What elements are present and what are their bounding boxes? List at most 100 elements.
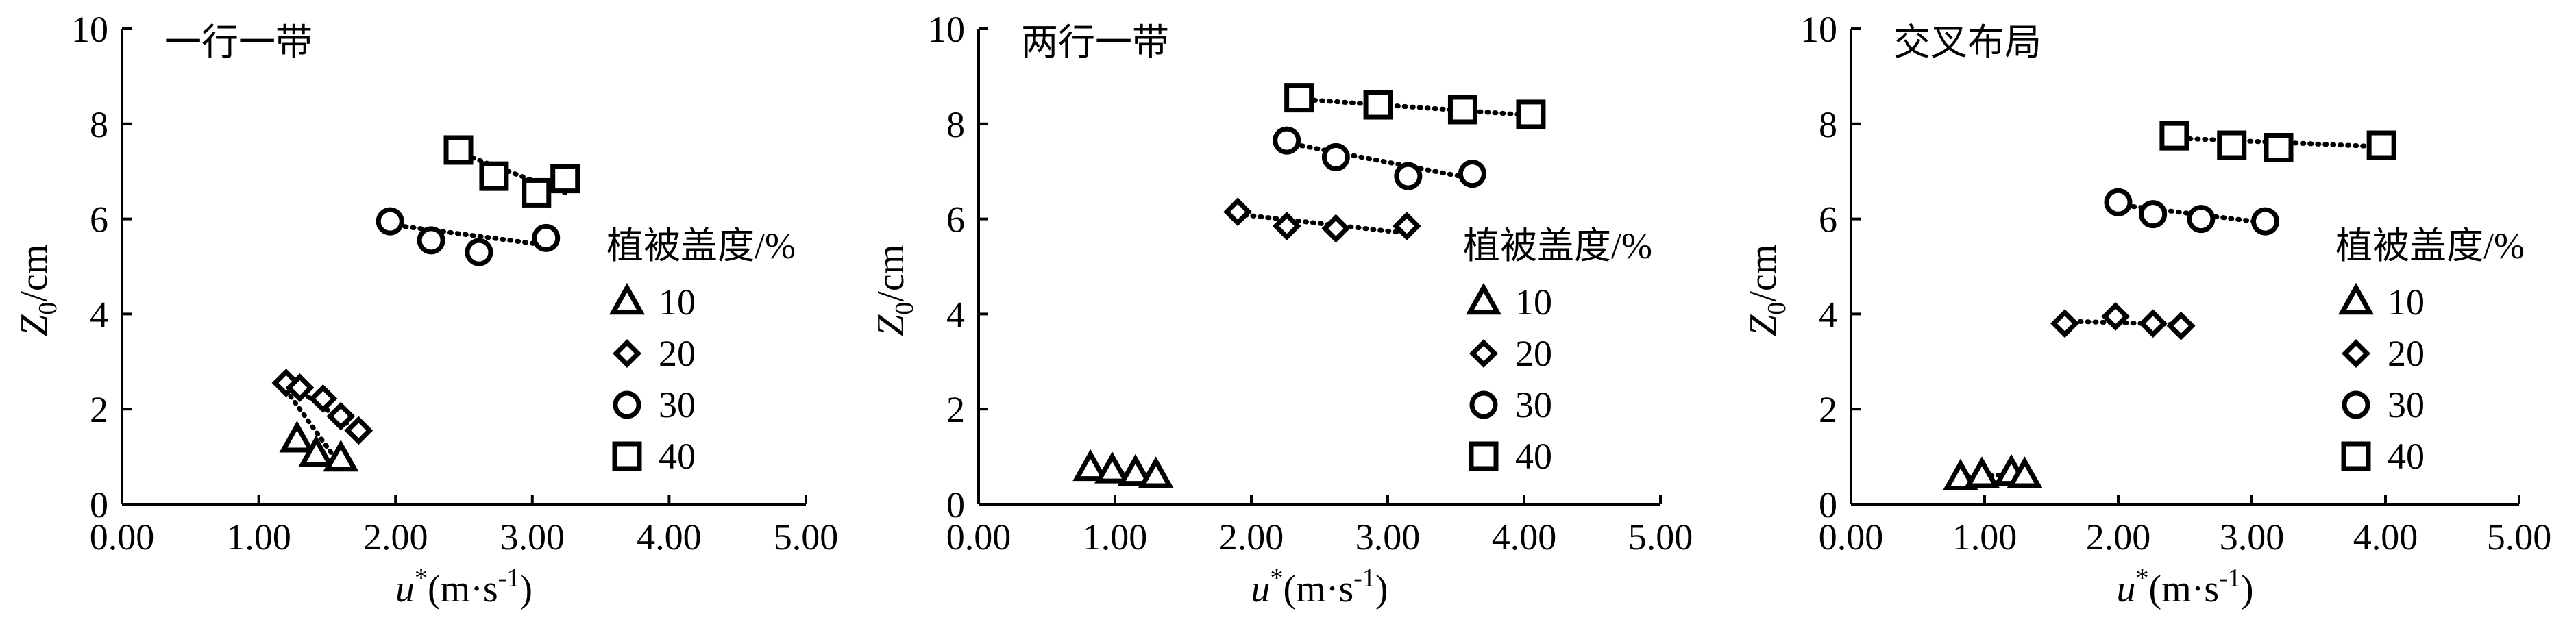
series-20 bbox=[271, 369, 373, 445]
legend-marker-circle bbox=[1469, 390, 1498, 419]
y-tick-label: 0 bbox=[1819, 484, 1837, 525]
data-point-diamond bbox=[1392, 212, 1421, 240]
x-tick-label: 3.00 bbox=[500, 517, 565, 558]
x-axis-label: u*(m·s-1) bbox=[2117, 564, 2254, 610]
series-30 bbox=[2104, 188, 2279, 236]
x-axis-label: u*(m·s-1) bbox=[1251, 564, 1388, 610]
y-tick-label: 6 bbox=[946, 199, 965, 240]
y-tick-label: 6 bbox=[1819, 199, 1837, 240]
data-point-circle bbox=[1458, 160, 1486, 188]
series-40 bbox=[1284, 83, 1546, 129]
data-point-diamond bbox=[1223, 197, 1253, 227]
x-tick-label: 4.00 bbox=[637, 517, 702, 558]
legend-marker-triangle bbox=[2338, 282, 2374, 315]
legend: 植被盖度/% 10 20 30 40 bbox=[2335, 225, 2525, 477]
y-tick-label: 0 bbox=[90, 484, 108, 525]
legend-label: 40 bbox=[2388, 436, 2425, 477]
data-point-diamond bbox=[1272, 212, 1301, 240]
y-tick-label: 10 bbox=[1800, 9, 1837, 50]
legend-title: 植被盖度/% bbox=[1463, 225, 1652, 266]
series-10 bbox=[1942, 453, 2043, 491]
legend-marker-diamond bbox=[613, 339, 641, 368]
y-tick-label: 4 bbox=[1819, 294, 1837, 335]
data-point-square bbox=[479, 161, 509, 191]
legend-label: 40 bbox=[659, 436, 696, 477]
series-40 bbox=[2159, 121, 2396, 162]
data-point-diamond bbox=[344, 416, 373, 445]
legend-marker-square bbox=[2341, 441, 2371, 471]
x-tick-label: 4.00 bbox=[2353, 517, 2418, 558]
legend-label: 20 bbox=[1515, 333, 1552, 374]
data-point-square bbox=[443, 135, 474, 165]
data-point-square bbox=[1516, 99, 1546, 129]
data-point-triangle bbox=[1094, 451, 1130, 484]
data-point-square bbox=[2264, 133, 2294, 162]
x-tick-label: 5.00 bbox=[1628, 517, 1693, 558]
x-tick-label: 3.00 bbox=[1356, 517, 1421, 558]
data-point-circle bbox=[532, 223, 561, 252]
data-point-square bbox=[1363, 90, 1393, 120]
y-tick-label: 2 bbox=[1819, 389, 1837, 430]
legend-label: 30 bbox=[2388, 384, 2425, 425]
panel-title: 一行一带 bbox=[164, 22, 312, 63]
x-tick-label: 0.00 bbox=[946, 517, 1011, 558]
legend-label: 20 bbox=[659, 333, 696, 374]
panel-title: 两行一带 bbox=[1021, 22, 1169, 63]
y-tick-label: 2 bbox=[946, 389, 965, 430]
data-point-circle bbox=[1394, 162, 1423, 190]
y-axis-label: Z0/cm bbox=[1742, 245, 1791, 336]
series-10 bbox=[279, 387, 359, 472]
data-point-triangle bbox=[298, 434, 334, 467]
legend: 植被盖度/% 10 20 30 40 bbox=[1463, 225, 1652, 477]
data-point-circle bbox=[2187, 205, 2216, 234]
data-point-triangle bbox=[279, 421, 315, 453]
legend-label: 40 bbox=[1515, 436, 1552, 477]
x-tick-label: 5.00 bbox=[2487, 517, 2552, 558]
legend-marker-square bbox=[1469, 441, 1499, 471]
data-point-triangle bbox=[1117, 453, 1153, 486]
legend-marker-triangle bbox=[1466, 282, 1501, 315]
data-point-diamond bbox=[326, 401, 356, 431]
data-point-diamond bbox=[1321, 214, 1351, 243]
x-tick-label: 1.00 bbox=[1083, 517, 1148, 558]
series-40 bbox=[443, 135, 580, 208]
trend-line bbox=[1297, 97, 1534, 118]
x-tick-label: 5.00 bbox=[774, 517, 839, 558]
chart-panel-1: 0 2 4 6 8 10 0.00 1.00 2.00 3.00 4.00 5.00 一行一带 Z0/cm… bbox=[13, 9, 838, 610]
x-tick-label: 2.00 bbox=[2086, 517, 2151, 558]
legend-label: 30 bbox=[1515, 384, 1552, 425]
x-tick-label: 3.00 bbox=[2220, 517, 2285, 558]
data-point-square bbox=[2159, 121, 2189, 151]
data-point-triangle bbox=[2007, 456, 2043, 488]
y-tick-label: 8 bbox=[1819, 104, 1837, 145]
series-20 bbox=[2050, 301, 2196, 340]
legend-label: 10 bbox=[659, 282, 696, 323]
chart-panel-2: 0 2 4 6 8 10 0.00 1.00 2.00 3.00 4.00 5.00 两行一带 Z0/cm… bbox=[870, 9, 1693, 610]
y-tick-label: 8 bbox=[90, 104, 108, 145]
legend-marker-circle bbox=[613, 390, 641, 419]
x-tick-label: 2.00 bbox=[363, 517, 428, 558]
y-tick-label: 10 bbox=[928, 9, 965, 50]
data-point-square bbox=[1447, 95, 1477, 125]
data-point-diamond bbox=[308, 384, 338, 413]
legend-marker-diamond bbox=[2342, 339, 2370, 368]
legend-label: 10 bbox=[2388, 282, 2425, 323]
x-tick-label: 2.00 bbox=[1219, 517, 1284, 558]
trend-line bbox=[1235, 212, 1410, 236]
data-point-triangle bbox=[323, 439, 359, 472]
series-30 bbox=[1273, 126, 1486, 190]
x-tick-label: 1.00 bbox=[1952, 517, 2017, 558]
data-point-circle bbox=[417, 226, 445, 255]
trend-line bbox=[1284, 140, 1475, 182]
data-point-circle bbox=[2104, 188, 2133, 216]
y-tick-label: 4 bbox=[90, 294, 108, 335]
y-tick-label: 4 bbox=[946, 294, 965, 335]
data-point-circle bbox=[2139, 200, 2168, 229]
data-point-circle bbox=[465, 238, 493, 266]
legend-marker-square bbox=[612, 441, 642, 471]
data-point-triangle bbox=[1964, 456, 2000, 488]
data-point-diamond bbox=[2050, 309, 2079, 338]
panel-title: 交叉布局 bbox=[1893, 22, 2041, 63]
legend-marker-triangle bbox=[609, 282, 645, 315]
